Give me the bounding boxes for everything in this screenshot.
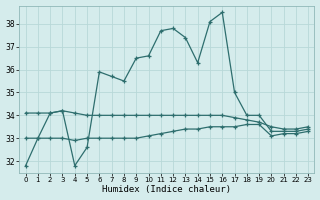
X-axis label: Humidex (Indice chaleur): Humidex (Indice chaleur) bbox=[102, 185, 231, 194]
